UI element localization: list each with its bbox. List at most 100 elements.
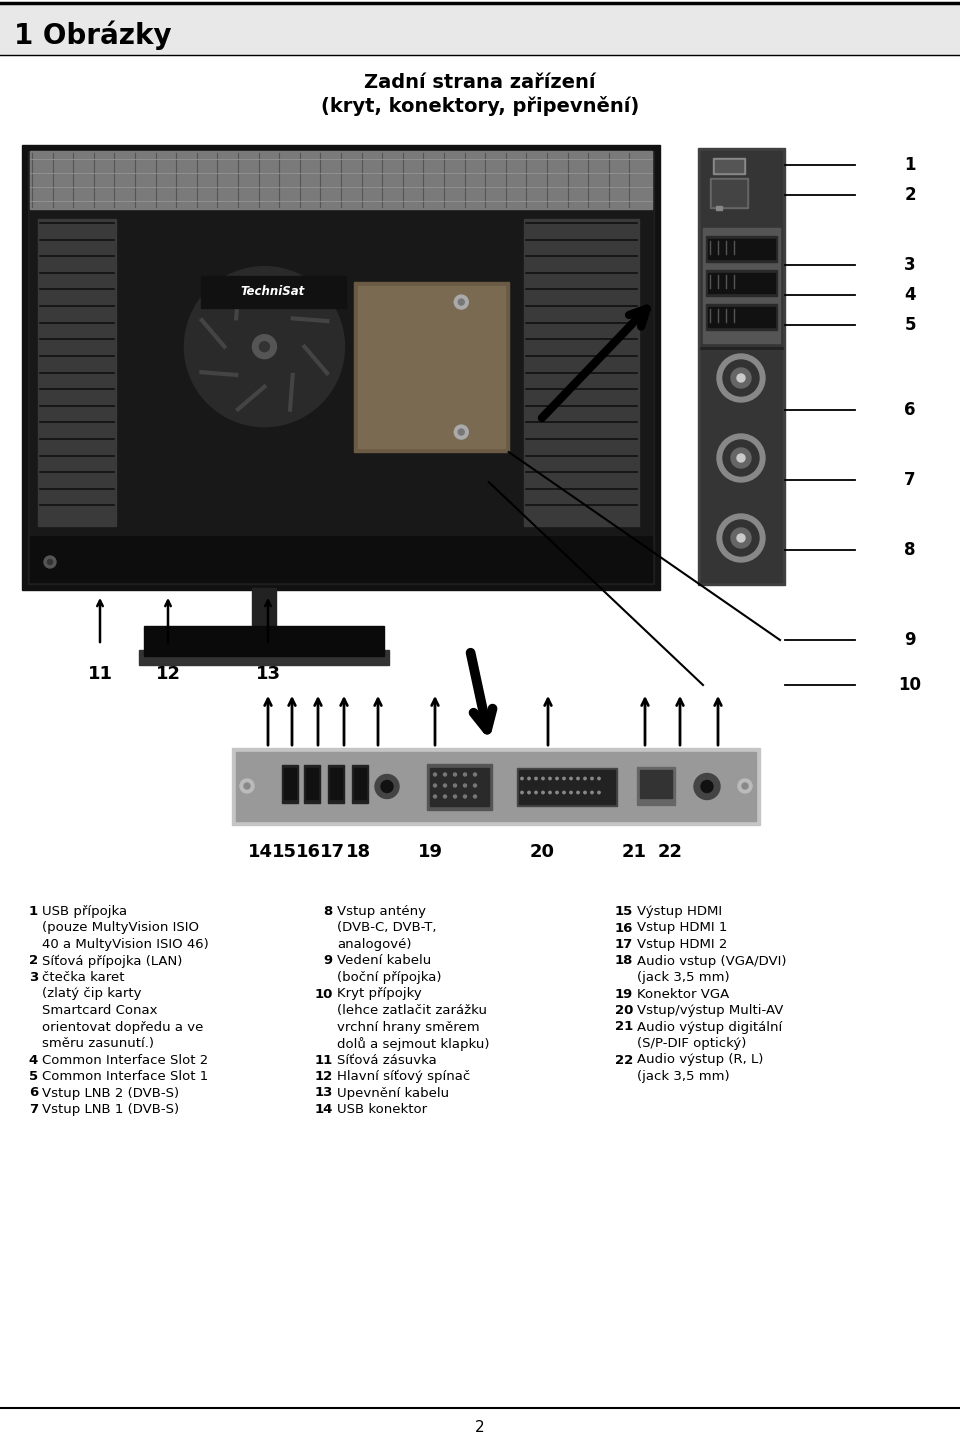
Bar — [715, 160, 743, 172]
Text: 2: 2 — [475, 1420, 485, 1436]
Text: 1: 1 — [29, 905, 38, 918]
Bar — [201, 276, 346, 307]
Text: Hlavní síťový spínač: Hlavní síťový spínač — [337, 1071, 470, 1084]
Circle shape — [244, 784, 250, 789]
Circle shape — [577, 791, 579, 794]
Circle shape — [556, 778, 558, 779]
Bar — [640, 769, 672, 798]
Text: 13: 13 — [255, 665, 280, 683]
Circle shape — [528, 791, 530, 794]
Circle shape — [731, 368, 751, 388]
Circle shape — [184, 267, 345, 427]
Text: 15: 15 — [272, 843, 297, 861]
Circle shape — [473, 773, 476, 776]
Text: 8: 8 — [324, 905, 333, 918]
Circle shape — [520, 778, 523, 779]
Circle shape — [464, 784, 467, 786]
Text: Audio výstup (R, L): Audio výstup (R, L) — [637, 1053, 763, 1066]
Text: 15: 15 — [614, 905, 633, 918]
Circle shape — [737, 374, 745, 382]
Circle shape — [738, 779, 752, 794]
Text: Konektor VGA: Konektor VGA — [637, 987, 730, 1000]
Text: Zadní strana zařízení: Zadní strana zařízení — [364, 72, 596, 91]
Text: 21: 21 — [621, 843, 646, 861]
Bar — [708, 240, 775, 258]
Text: 3: 3 — [29, 971, 38, 984]
Text: 20: 20 — [614, 1004, 633, 1017]
Circle shape — [723, 359, 759, 395]
Text: Vedení kabelu: Vedení kabelu — [337, 954, 431, 967]
Text: 22: 22 — [614, 1053, 633, 1066]
Text: 4: 4 — [904, 286, 916, 304]
Text: vrchní hrany směrem: vrchní hrany směrem — [337, 1020, 480, 1033]
Circle shape — [723, 519, 759, 556]
Bar — [38, 219, 116, 527]
Text: 19: 19 — [418, 843, 443, 861]
Text: Síťová zásuvka: Síťová zásuvka — [337, 1053, 437, 1066]
Bar — [304, 765, 320, 802]
Bar — [519, 769, 615, 804]
Text: 11: 11 — [87, 665, 112, 683]
Text: Vstup LNB 1 (DVB-S): Vstup LNB 1 (DVB-S) — [42, 1102, 180, 1115]
Text: 12: 12 — [315, 1071, 333, 1084]
Text: 1: 1 — [904, 156, 916, 175]
Circle shape — [381, 781, 393, 792]
Bar — [517, 768, 617, 805]
Bar — [713, 157, 745, 175]
Text: Audio výstup digitální: Audio výstup digitální — [637, 1020, 782, 1033]
Bar — [144, 626, 384, 657]
Circle shape — [464, 795, 467, 798]
Bar — [710, 177, 748, 208]
Text: 3: 3 — [904, 255, 916, 274]
Circle shape — [434, 795, 437, 798]
Text: (boční přípojka): (boční přípojka) — [337, 971, 442, 984]
Bar — [284, 768, 296, 798]
Text: 13: 13 — [315, 1087, 333, 1100]
Text: 5: 5 — [29, 1071, 38, 1084]
Circle shape — [584, 791, 587, 794]
Text: 11: 11 — [315, 1053, 333, 1066]
Bar — [252, 587, 276, 626]
Text: 5: 5 — [904, 316, 916, 333]
Text: Upevnění kabelu: Upevnění kabelu — [337, 1087, 449, 1100]
Bar — [30, 535, 652, 582]
Bar — [706, 304, 777, 330]
Circle shape — [454, 294, 468, 309]
Circle shape — [731, 528, 751, 548]
Bar — [28, 152, 654, 584]
Text: 17: 17 — [614, 938, 633, 951]
Circle shape — [737, 534, 745, 543]
Circle shape — [717, 514, 765, 561]
Bar — [352, 765, 368, 802]
Circle shape — [444, 795, 446, 798]
Circle shape — [694, 773, 720, 799]
Text: 17: 17 — [320, 843, 345, 861]
Text: analogové): analogové) — [337, 938, 412, 951]
Circle shape — [717, 354, 765, 403]
Bar — [22, 144, 660, 590]
Text: (lehce zatlačit zarážku: (lehce zatlačit zarážku — [337, 1004, 487, 1017]
Text: (pouze MultyVision ISIO: (pouze MultyVision ISIO — [42, 922, 199, 935]
Text: Common Interface Slot 2: Common Interface Slot 2 — [42, 1053, 208, 1066]
Bar — [328, 765, 344, 802]
Circle shape — [535, 791, 538, 794]
Text: 22: 22 — [658, 843, 683, 861]
Text: 19: 19 — [614, 987, 633, 1000]
Bar — [698, 149, 785, 584]
Bar — [358, 286, 505, 449]
Circle shape — [44, 556, 56, 569]
Text: 4: 4 — [29, 1053, 38, 1066]
Text: 1 Obrázky: 1 Obrázky — [14, 20, 172, 49]
Text: Audio vstup (VGA/DVI): Audio vstup (VGA/DVI) — [637, 954, 786, 967]
Circle shape — [458, 429, 465, 434]
Text: TechniSat: TechniSat — [241, 286, 304, 299]
Circle shape — [590, 778, 593, 779]
Text: 2: 2 — [29, 954, 38, 967]
Text: Vstup HDMI 2: Vstup HDMI 2 — [637, 938, 728, 951]
Bar — [701, 152, 782, 582]
Bar — [232, 747, 760, 825]
Circle shape — [454, 426, 468, 439]
Circle shape — [723, 440, 759, 476]
Text: Vstup/výstup Multi-AV: Vstup/výstup Multi-AV — [637, 1004, 783, 1017]
Bar — [524, 219, 639, 527]
